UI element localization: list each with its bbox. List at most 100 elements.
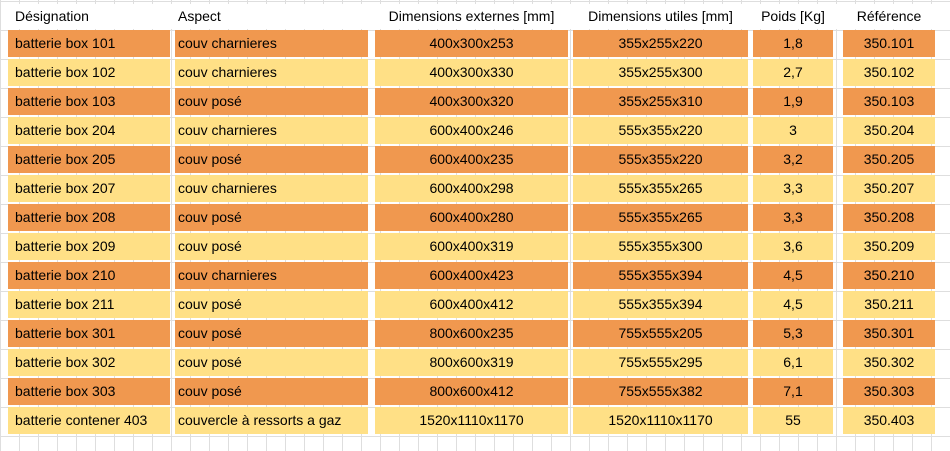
cell-designation[interactable]: batterie box 208 [8, 204, 170, 231]
cell-poids[interactable]: 6,1 [753, 349, 833, 376]
cell-dimensions-externes[interactable]: 400x300x253 [375, 30, 568, 57]
cell-designation[interactable]: batterie box 211 [8, 291, 170, 318]
table-row: batterie contener 403 couvercle à ressort… [0, 407, 950, 434]
cell-dimensions-utiles[interactable]: 555x355x265 [573, 204, 748, 231]
cell-poids[interactable]: 2,7 [753, 59, 833, 86]
cell-designation[interactable]: batterie box 302 [8, 349, 170, 376]
cell-designation[interactable]: batterie box 103 [8, 88, 170, 115]
cell-designation[interactable]: batterie box 101 [8, 30, 170, 57]
cell-designation[interactable]: batterie box 209 [8, 233, 170, 260]
cell-poids[interactable]: 4,5 [753, 262, 833, 289]
cell-reference[interactable]: 350.204 [843, 117, 935, 144]
table-row: batterie box 301 couv posé 800x600x235 755x… [0, 320, 950, 347]
cell-reference[interactable]: 350.210 [843, 262, 935, 289]
cell-designation[interactable]: batterie box 303 [8, 378, 170, 405]
cell-poids[interactable]: 3,3 [753, 175, 833, 202]
cell-poids[interactable]: 4,5 [753, 291, 833, 318]
cell-reference[interactable]: 350.103 [843, 88, 935, 115]
column-header-designation[interactable]: Désignation [15, 8, 89, 24]
cell-dimensions-externes[interactable]: 1520x1110x1170 [375, 407, 568, 434]
cell-reference[interactable]: 350.102 [843, 59, 935, 86]
cell-reference[interactable]: 350.207 [843, 175, 935, 202]
cell-dimensions-utiles[interactable]: 755x555x295 [573, 349, 748, 376]
cell-dimensions-utiles[interactable]: 555x355x394 [573, 291, 748, 318]
cell-aspect[interactable]: couv charnieres [175, 30, 368, 57]
cell-poids[interactable]: 1,8 [753, 30, 833, 57]
cell-dimensions-utiles[interactable]: 555x355x394 [573, 262, 748, 289]
cell-dimensions-externes[interactable]: 800x600x235 [375, 320, 568, 347]
cell-aspect[interactable]: couv posé [175, 233, 368, 260]
column-header-dimensions-externes[interactable]: Dimensions externes [mm] [388, 8, 555, 24]
cell-designation[interactable]: batterie box 207 [8, 175, 170, 202]
cell-dimensions-externes[interactable]: 400x300x330 [375, 59, 568, 86]
table-row: batterie box 103 couv posé 400x300x320 355x… [0, 88, 950, 115]
cell-aspect[interactable]: couv charnieres [175, 175, 368, 202]
cell-poids[interactable]: 7,1 [753, 378, 833, 405]
cell-dimensions-externes[interactable]: 600x400x246 [375, 117, 568, 144]
cell-reference[interactable]: 350.403 [843, 407, 935, 434]
cell-dimensions-utiles[interactable]: 555x355x300 [573, 233, 748, 260]
cell-dimensions-externes[interactable]: 600x400x412 [375, 291, 568, 318]
cell-designation[interactable]: batterie box 102 [8, 59, 170, 86]
cell-poids[interactable]: 3,3 [753, 204, 833, 231]
cell-aspect[interactable]: couv posé [175, 291, 368, 318]
table-row: batterie box 205 couv posé 600x400x235 555x… [0, 146, 950, 173]
cell-designation[interactable]: batterie box 301 [8, 320, 170, 347]
table-header-row [8, 4, 935, 29]
cell-aspect[interactable]: couv posé [175, 204, 368, 231]
cell-designation[interactable]: batterie contener 403 [8, 407, 170, 434]
cell-reference[interactable]: 350.301 [843, 320, 935, 347]
cell-reference[interactable]: 350.209 [843, 233, 935, 260]
cell-aspect[interactable]: couv posé [175, 378, 368, 405]
cell-designation[interactable]: batterie box 210 [8, 262, 170, 289]
cell-dimensions-externes[interactable]: 400x300x320 [375, 88, 568, 115]
cell-aspect[interactable]: couv charnieres [175, 117, 368, 144]
column-header-dimensions-utiles[interactable]: Dimensions utiles [mm] [588, 8, 733, 24]
cell-dimensions-utiles[interactable]: 555x355x220 [573, 146, 748, 173]
column-header-poids[interactable]: Poids [Kg] [761, 8, 825, 24]
cell-dimensions-externes[interactable]: 600x400x423 [375, 262, 568, 289]
cell-reference[interactable]: 350.208 [843, 204, 935, 231]
cell-aspect[interactable]: couv charnieres [175, 59, 368, 86]
cell-dimensions-utiles[interactable]: 1520x1110x1170 [573, 407, 748, 434]
table-row: batterie box 207 couv charnieres 600x400x2… [0, 175, 950, 202]
cell-dimensions-utiles[interactable]: 755x555x205 [573, 320, 748, 347]
cell-poids[interactable]: 55 [753, 407, 833, 434]
table-row: batterie box 302 couv posé 800x600x319 755x… [0, 349, 950, 376]
cell-dimensions-utiles[interactable]: 355x255x220 [573, 30, 748, 57]
cell-poids[interactable]: 3,2 [753, 146, 833, 173]
cell-reference[interactable]: 350.101 [843, 30, 935, 57]
cell-poids[interactable]: 3 [753, 117, 833, 144]
cell-dimensions-externes[interactable]: 600x400x319 [375, 233, 568, 260]
cell-poids[interactable]: 1,9 [753, 88, 833, 115]
cell-dimensions-utiles[interactable]: 355x255x300 [573, 59, 748, 86]
cell-poids[interactable]: 3,6 [753, 233, 833, 260]
cell-reference[interactable]: 350.303 [843, 378, 935, 405]
cell-dimensions-externes[interactable]: 600x400x280 [375, 204, 568, 231]
cell-dimensions-utiles[interactable]: 755x555x382 [573, 378, 748, 405]
cell-designation[interactable]: batterie box 205 [8, 146, 170, 173]
cell-reference[interactable]: 350.302 [843, 349, 935, 376]
cell-aspect[interactable]: couv posé [175, 320, 368, 347]
cell-dimensions-utiles[interactable]: 555x355x220 [573, 117, 748, 144]
cell-dimensions-externes[interactable]: 800x600x319 [375, 349, 568, 376]
cell-dimensions-utiles[interactable]: 555x355x265 [573, 175, 748, 202]
cell-dimensions-externes[interactable]: 600x400x298 [375, 175, 568, 202]
column-header-aspect[interactable]: Aspect [178, 8, 221, 24]
cell-reference[interactable]: 350.205 [843, 146, 935, 173]
cell-aspect[interactable]: couv posé [175, 88, 368, 115]
table-row: batterie box 303 couv posé 800x600x412 755x… [0, 378, 950, 405]
column-header-reference[interactable]: Référence [856, 8, 922, 24]
cell-dimensions-externes[interactable]: 800x600x412 [375, 378, 568, 405]
cell-aspect[interactable]: couv posé [175, 146, 368, 173]
cell-dimensions-externes[interactable]: 600x400x235 [375, 146, 568, 173]
cell-aspect[interactable]: couvercle à ressorts a gaz [175, 407, 368, 434]
cell-designation[interactable]: batterie box 204 [8, 117, 170, 144]
table-row: batterie box 102 couv charnieres 400x300x3… [0, 59, 950, 86]
cell-poids[interactable]: 5,3 [753, 320, 833, 347]
cell-dimensions-utiles[interactable]: 355x255x310 [573, 88, 748, 115]
cell-aspect[interactable]: couv posé [175, 349, 368, 376]
cell-aspect[interactable]: couv charnieres [175, 262, 368, 289]
cell-reference[interactable]: 350.211 [843, 291, 935, 318]
